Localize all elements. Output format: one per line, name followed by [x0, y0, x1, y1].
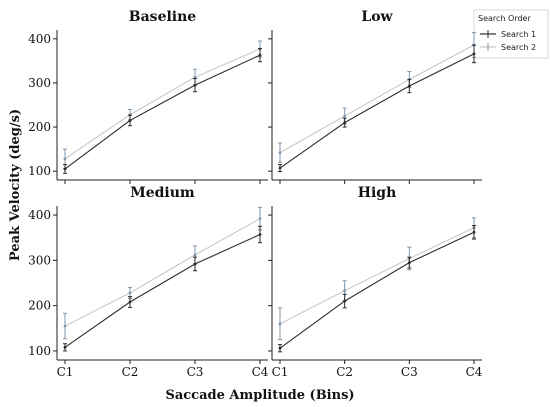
- legend: Search Order Search 1 Search 2: [473, 9, 549, 59]
- series-search-1: [278, 224, 476, 353]
- data-point: [63, 324, 67, 328]
- panel-low: Low: [268, 9, 482, 184]
- y-tick-label: 200: [28, 120, 51, 134]
- data-point: [63, 157, 67, 161]
- series-search-2: [63, 206, 262, 340]
- y-tick-label: 300: [28, 253, 51, 267]
- data-point: [128, 291, 132, 295]
- y-tick-label: 200: [28, 299, 51, 313]
- x-tick-label: C4: [466, 365, 483, 379]
- panel-title-high: High: [358, 185, 397, 201]
- series-search-2: [63, 40, 262, 170]
- legend-label-search-1: Search 1: [501, 30, 536, 39]
- data-point: [472, 230, 476, 234]
- x-tick-label: C1: [272, 365, 289, 379]
- data-point: [128, 300, 132, 304]
- data-point: [343, 289, 347, 293]
- legend-entry-search-2: Search 2: [480, 43, 536, 52]
- x-tick-label: C3: [187, 365, 204, 379]
- x-tick-label: C2: [336, 365, 353, 379]
- series-line: [279, 53, 475, 169]
- panel-high: High C1 C2 C3 C4: [268, 185, 483, 379]
- y-axis-title: Peak Velocity (deg/s): [8, 109, 23, 261]
- data-point: [407, 84, 411, 88]
- y-tick-label: 300: [28, 76, 51, 90]
- y-tick-label: 100: [28, 344, 51, 358]
- series-search-1: [278, 44, 476, 173]
- data-point: [193, 75, 197, 79]
- data-point: [63, 345, 67, 349]
- legend-label-search-2: Search 2: [501, 43, 536, 52]
- series-line: [64, 234, 261, 348]
- x-axis-title: Saccade Amplitude (Bins): [165, 388, 354, 403]
- panel-title-low: Low: [361, 9, 393, 25]
- y-tick-label: 100: [28, 164, 51, 178]
- series-search-2: [278, 32, 476, 163]
- data-point: [278, 166, 282, 170]
- data-point: [343, 114, 347, 118]
- data-point: [258, 233, 262, 236]
- data-point: [128, 119, 132, 122]
- panel-title-medium: Medium: [130, 185, 195, 201]
- data-point: [407, 261, 411, 265]
- data-point: [63, 167, 67, 171]
- data-point: [193, 83, 197, 87]
- y-tick-label: 400: [28, 208, 51, 222]
- x-tick-label: C4: [252, 365, 269, 379]
- x-tick-label: C1: [57, 365, 74, 379]
- series-line: [64, 48, 261, 160]
- legend-title: Search Order: [478, 14, 531, 23]
- series-search-2: [278, 217, 476, 341]
- data-point: [278, 151, 282, 155]
- panel-title-baseline: Baseline: [129, 9, 197, 25]
- data-point: [343, 299, 347, 303]
- series-line: [64, 218, 261, 327]
- series-line: [279, 44, 475, 154]
- data-point: [278, 322, 282, 326]
- series-search-1: [63, 225, 262, 352]
- data-point: [278, 346, 282, 350]
- data-point: [193, 262, 197, 266]
- x-tick-label: C3: [401, 365, 418, 379]
- series-line: [64, 54, 261, 170]
- y-tick-label: 400: [28, 32, 51, 46]
- data-point: [258, 53, 262, 57]
- data-point: [472, 52, 476, 56]
- series-line: [279, 227, 475, 325]
- panel-medium: Medium 100 200 300 400 C1 C2 C3 C4: [28, 185, 269, 379]
- series-line: [279, 231, 475, 349]
- series-search-1: [63, 48, 262, 174]
- x-tick-label: C2: [122, 365, 139, 379]
- legend-entry-search-1: Search 1: [480, 30, 536, 39]
- data-point: [343, 121, 347, 125]
- data-point: [193, 253, 197, 257]
- data-point: [258, 217, 262, 221]
- panel-baseline: Baseline 100 200 300 400: [28, 9, 268, 184]
